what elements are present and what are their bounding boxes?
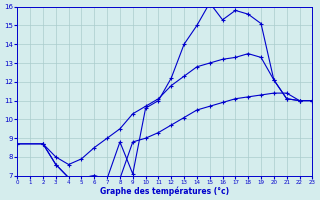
X-axis label: Graphe des températures (°c): Graphe des températures (°c)	[100, 186, 229, 196]
